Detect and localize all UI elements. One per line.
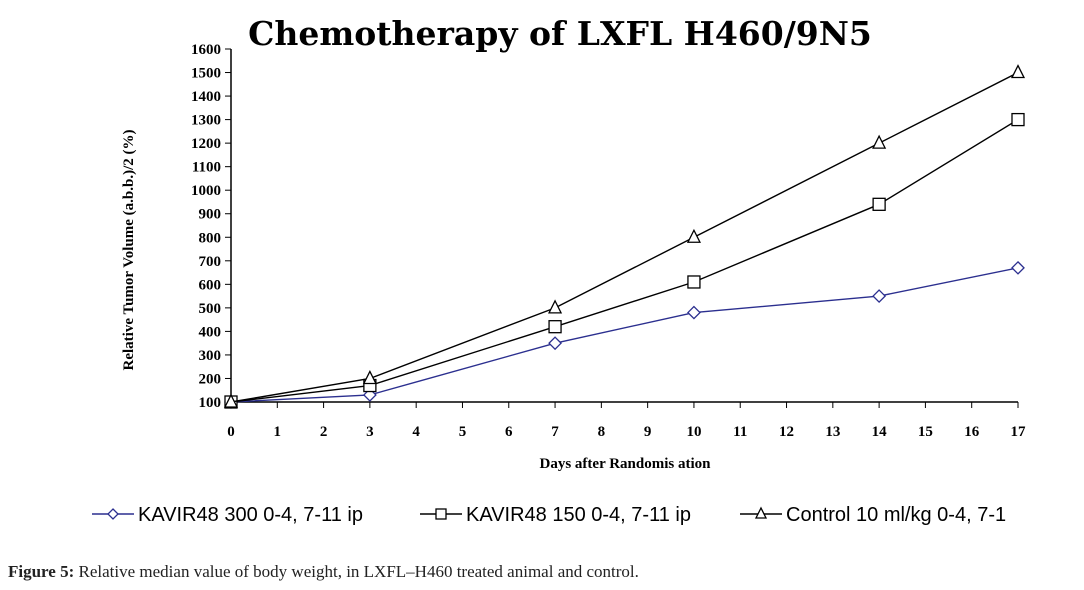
y-tick-label: 100 (199, 395, 222, 411)
y-tick-label: 200 (199, 371, 222, 387)
legend-item-1: KAVIR48 300 0-4, 7-11 ip (92, 504, 363, 526)
x-tick-label: 1 (274, 424, 282, 440)
data-point (1011, 112, 1025, 127)
x-tick-label: 16 (964, 424, 980, 440)
data-point (1010, 64, 1026, 79)
y-axis-label: Relative Tumor Volume (a.b.b.)/2 (%) (121, 130, 137, 371)
x-tick-labels: 0 1 2 3 4 5 6 7 8 9 10 11 12 13 14 15 16 17 (227, 424, 1026, 440)
x-tick-label: 10 (686, 424, 701, 440)
y-tick-label: 600 (199, 277, 222, 293)
data-point (548, 336, 562, 351)
x-tick-label: 2 (320, 424, 328, 440)
legend-marker (435, 508, 447, 520)
x-tick-label: 0 (227, 424, 235, 440)
caption-label: Figure 5: (8, 562, 75, 581)
y-tick-label: 1100 (192, 160, 221, 176)
legend-label: KAVIR48 300 0-4, 7-11 ip (138, 504, 363, 526)
series-3 (223, 64, 1026, 408)
data-point (223, 393, 239, 408)
legend-label: KAVIR48 150 0-4, 7-11 ip (466, 504, 691, 526)
figure-caption: Figure 5: Relative median value of body … (8, 562, 639, 582)
x-tick-label: 15 (918, 424, 933, 440)
legend: KAVIR48 300 0-4, 7-11 ip KAVIR48 150 0-4,… (92, 504, 1006, 526)
x-tick-label: 6 (505, 424, 513, 440)
x-tick-label: 4 (412, 424, 420, 440)
x-tick-label: 13 (825, 424, 840, 440)
y-tick-label: 1600 (191, 42, 221, 58)
x-tick-label: 14 (872, 424, 888, 440)
data-point (362, 370, 377, 385)
legend-item-2: KAVIR48 150 0-4, 7-11 ip (420, 504, 691, 526)
y-tick-label: 1000 (191, 183, 221, 199)
y-tick-label: 900 (199, 207, 222, 223)
series-line (230, 267, 1019, 403)
data-point (687, 305, 701, 320)
x-tick-label: 17 (1011, 424, 1027, 440)
legend-marker (107, 508, 119, 520)
legend-label: Control 10 ml/kg 0-4, 7-1 (786, 504, 1006, 526)
y-tick-label: 1400 (191, 89, 221, 105)
y-tick-label: 1300 (191, 113, 221, 129)
data-point (872, 134, 887, 149)
y-tick-label: 700 (199, 254, 222, 270)
x-tick-label: 7 (551, 424, 559, 440)
series-line (230, 71, 1019, 403)
y-tick-label: 400 (199, 324, 222, 340)
data-point (1011, 260, 1025, 275)
data-point (686, 228, 701, 243)
x-axis-label: Days after Randomis ation (540, 456, 712, 472)
x-tick-label: 12 (779, 424, 794, 440)
series-2 (224, 112, 1025, 409)
x-tick-label: 5 (459, 424, 467, 440)
x-tick-label: 8 (598, 424, 606, 440)
y-tick-label: 500 (199, 301, 222, 317)
y-tick-labels: 100 200 300 400 500 600 700 800 900 1000 1100 1200 1… (191, 42, 221, 411)
series-lines (223, 64, 1026, 409)
y-tick-label: 300 (199, 348, 222, 364)
legend-marker (754, 506, 768, 519)
chart: Chemotherapy of LXFL H460/9N5 1002003004… (92, 14, 1026, 526)
data-point (548, 320, 562, 334)
x-tick-label: 3 (366, 424, 374, 440)
x-tick-label: 11 (733, 424, 747, 440)
legend-item-3: Control 10 ml/kg 0-4, 7-1 (740, 504, 1006, 526)
caption-text: Relative median value of body weight, in… (74, 562, 639, 581)
data-point (687, 275, 701, 289)
chart-title: Chemotherapy of LXFL H460/9N5 (248, 14, 872, 53)
y-tick-label: 1500 (191, 66, 221, 82)
y-tick-label: 1200 (191, 136, 221, 152)
y-tick-label: 800 (199, 230, 222, 246)
axes (225, 48, 1019, 408)
data-point (872, 197, 886, 211)
series-line (230, 119, 1019, 403)
data-point (548, 299, 563, 314)
x-tick-label: 9 (644, 424, 652, 440)
series-1 (224, 260, 1025, 409)
data-point (872, 289, 887, 304)
